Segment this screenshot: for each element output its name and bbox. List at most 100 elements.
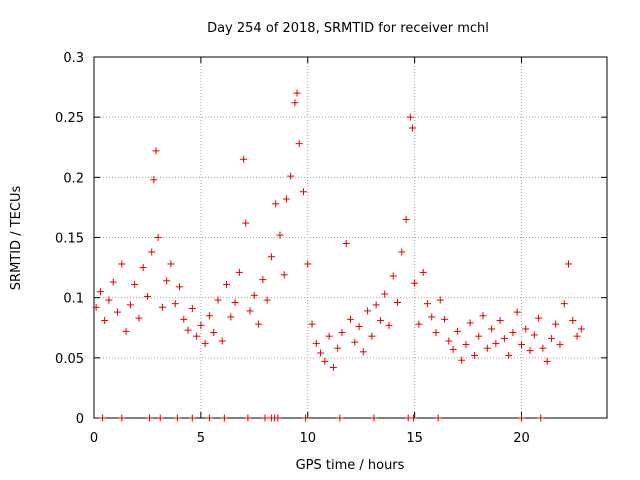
data-point (118, 414, 126, 422)
data-point (547, 335, 555, 343)
data-point (458, 356, 466, 364)
data-point (210, 329, 218, 337)
data-point (154, 234, 162, 241)
data-point (434, 414, 442, 422)
data-point (573, 332, 581, 340)
data-point (479, 312, 487, 320)
y-tick-label: 0.05 (55, 352, 84, 367)
y-tick-label: 0.2 (63, 171, 84, 186)
data-point (522, 325, 530, 333)
data-point (381, 290, 389, 298)
data-point (509, 329, 517, 337)
data-point (445, 337, 453, 345)
data-point (492, 339, 500, 347)
data-point (394, 298, 402, 306)
data-point (263, 296, 271, 304)
data-point (535, 314, 543, 322)
data-point (214, 296, 222, 304)
data-point (530, 331, 538, 339)
data-point (441, 315, 449, 323)
data-point (359, 348, 367, 356)
x-tick-label: 0 (90, 431, 98, 446)
data-point (188, 304, 196, 312)
data-point (449, 345, 457, 353)
data-point (355, 323, 363, 331)
x-tick-label: 10 (299, 431, 316, 446)
data-point (188, 414, 196, 422)
data-point (287, 172, 295, 180)
data-point (338, 329, 346, 337)
chart-title: Day 254 of 2018, SRMTID for receiver mch… (207, 21, 489, 36)
data-point (543, 357, 551, 365)
data-point (304, 260, 312, 268)
data-point (299, 188, 307, 196)
data-point (342, 240, 350, 248)
data-point (334, 344, 342, 352)
data-point (577, 325, 585, 333)
data-point (347, 315, 354, 323)
data-point (255, 320, 263, 328)
y-tick-label: 0.1 (63, 292, 84, 307)
y-tick-label: 0.15 (55, 232, 84, 247)
data-point (150, 176, 158, 184)
y-tick-label: 0.25 (55, 111, 84, 126)
data-point (470, 351, 478, 359)
data-points (92, 89, 585, 422)
data-point (411, 279, 419, 287)
data-point (158, 303, 166, 311)
y-axis-title: SRMTID / TECUs (9, 186, 24, 291)
data-point (385, 321, 393, 329)
data-point (408, 124, 416, 132)
data-point (329, 363, 337, 371)
data-point (432, 329, 440, 337)
data-point (370, 414, 378, 422)
data-point (428, 313, 436, 321)
data-point (500, 335, 508, 343)
data-point (308, 320, 316, 328)
data-point (118, 260, 126, 268)
data-point (280, 271, 288, 279)
data-point (402, 215, 410, 223)
axis-ticks (93, 56, 607, 419)
data-point (92, 303, 100, 311)
data-point (250, 291, 258, 299)
data-point (114, 308, 122, 316)
data-point (321, 357, 329, 365)
data-point (312, 339, 320, 347)
data-point (148, 248, 156, 256)
x-tick-label: 15 (406, 431, 423, 446)
data-point (176, 283, 183, 291)
data-point (139, 264, 147, 272)
data-point (293, 89, 301, 97)
data-point (105, 296, 113, 304)
data-point (201, 339, 209, 347)
x-tick-labels: 0 5 10 15 20 (90, 431, 530, 446)
data-point (261, 414, 269, 422)
data-point (376, 317, 384, 325)
data-point (505, 351, 513, 359)
data-point (453, 327, 461, 335)
data-point (436, 296, 444, 304)
data-point (197, 321, 205, 329)
data-point (156, 414, 164, 422)
x-tick-label: 20 (513, 431, 530, 446)
data-point (560, 300, 568, 308)
data-point (302, 414, 310, 422)
data-point (152, 147, 160, 155)
data-point (526, 347, 534, 355)
data-point (317, 349, 325, 357)
data-point (372, 301, 380, 309)
data-point (220, 414, 228, 422)
data-point (295, 140, 303, 148)
data-point (389, 272, 397, 280)
data-point (539, 344, 547, 352)
data-point (272, 200, 280, 208)
data-point (274, 414, 282, 422)
y-tick-label: 0 (76, 412, 84, 427)
data-point (475, 332, 483, 340)
data-point (415, 320, 423, 328)
data-point (96, 288, 104, 296)
data-point (488, 325, 496, 333)
data-point (518, 414, 525, 422)
